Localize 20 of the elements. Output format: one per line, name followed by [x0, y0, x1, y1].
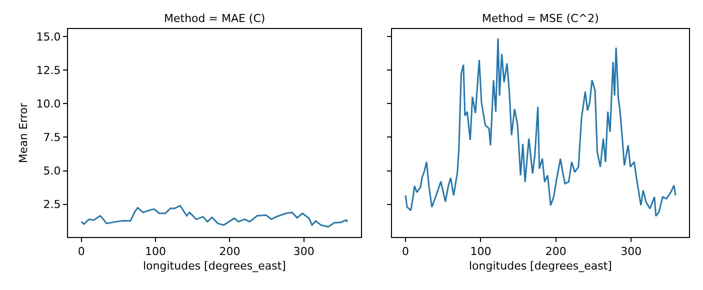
x-tick-label: 100 — [145, 245, 166, 258]
y-tick-label: 2.5 — [43, 198, 61, 212]
y-tick-label: 5.0 — [43, 164, 61, 178]
x-tick-label: 0 — [402, 245, 410, 258]
x-tick-label: 0 — [78, 245, 85, 258]
x-axis-title: longitudes [degrees_east] — [469, 259, 612, 272]
line-series — [80, 204, 348, 228]
x-tick-label: 300 — [293, 245, 314, 258]
chart-title: Method = MSE (C^2) — [482, 12, 599, 25]
y-tick-label: 10.0 — [36, 98, 61, 111]
x-tick-label: 200 — [219, 245, 240, 258]
x-axis-title: longitudes [degrees_east] — [143, 259, 286, 272]
y-tick-label: 7.5 — [43, 131, 61, 144]
y-axis-title: Mean Error — [16, 102, 30, 164]
x-tick-label: 300 — [620, 245, 642, 258]
chart-title: Method = MAE (C) — [164, 12, 266, 25]
y-tick-label: 12.5 — [36, 64, 61, 77]
y-tick-label: 15.0 — [36, 30, 61, 44]
x-tick-label: 200 — [545, 245, 566, 258]
x-tick-label: 100 — [470, 245, 492, 258]
